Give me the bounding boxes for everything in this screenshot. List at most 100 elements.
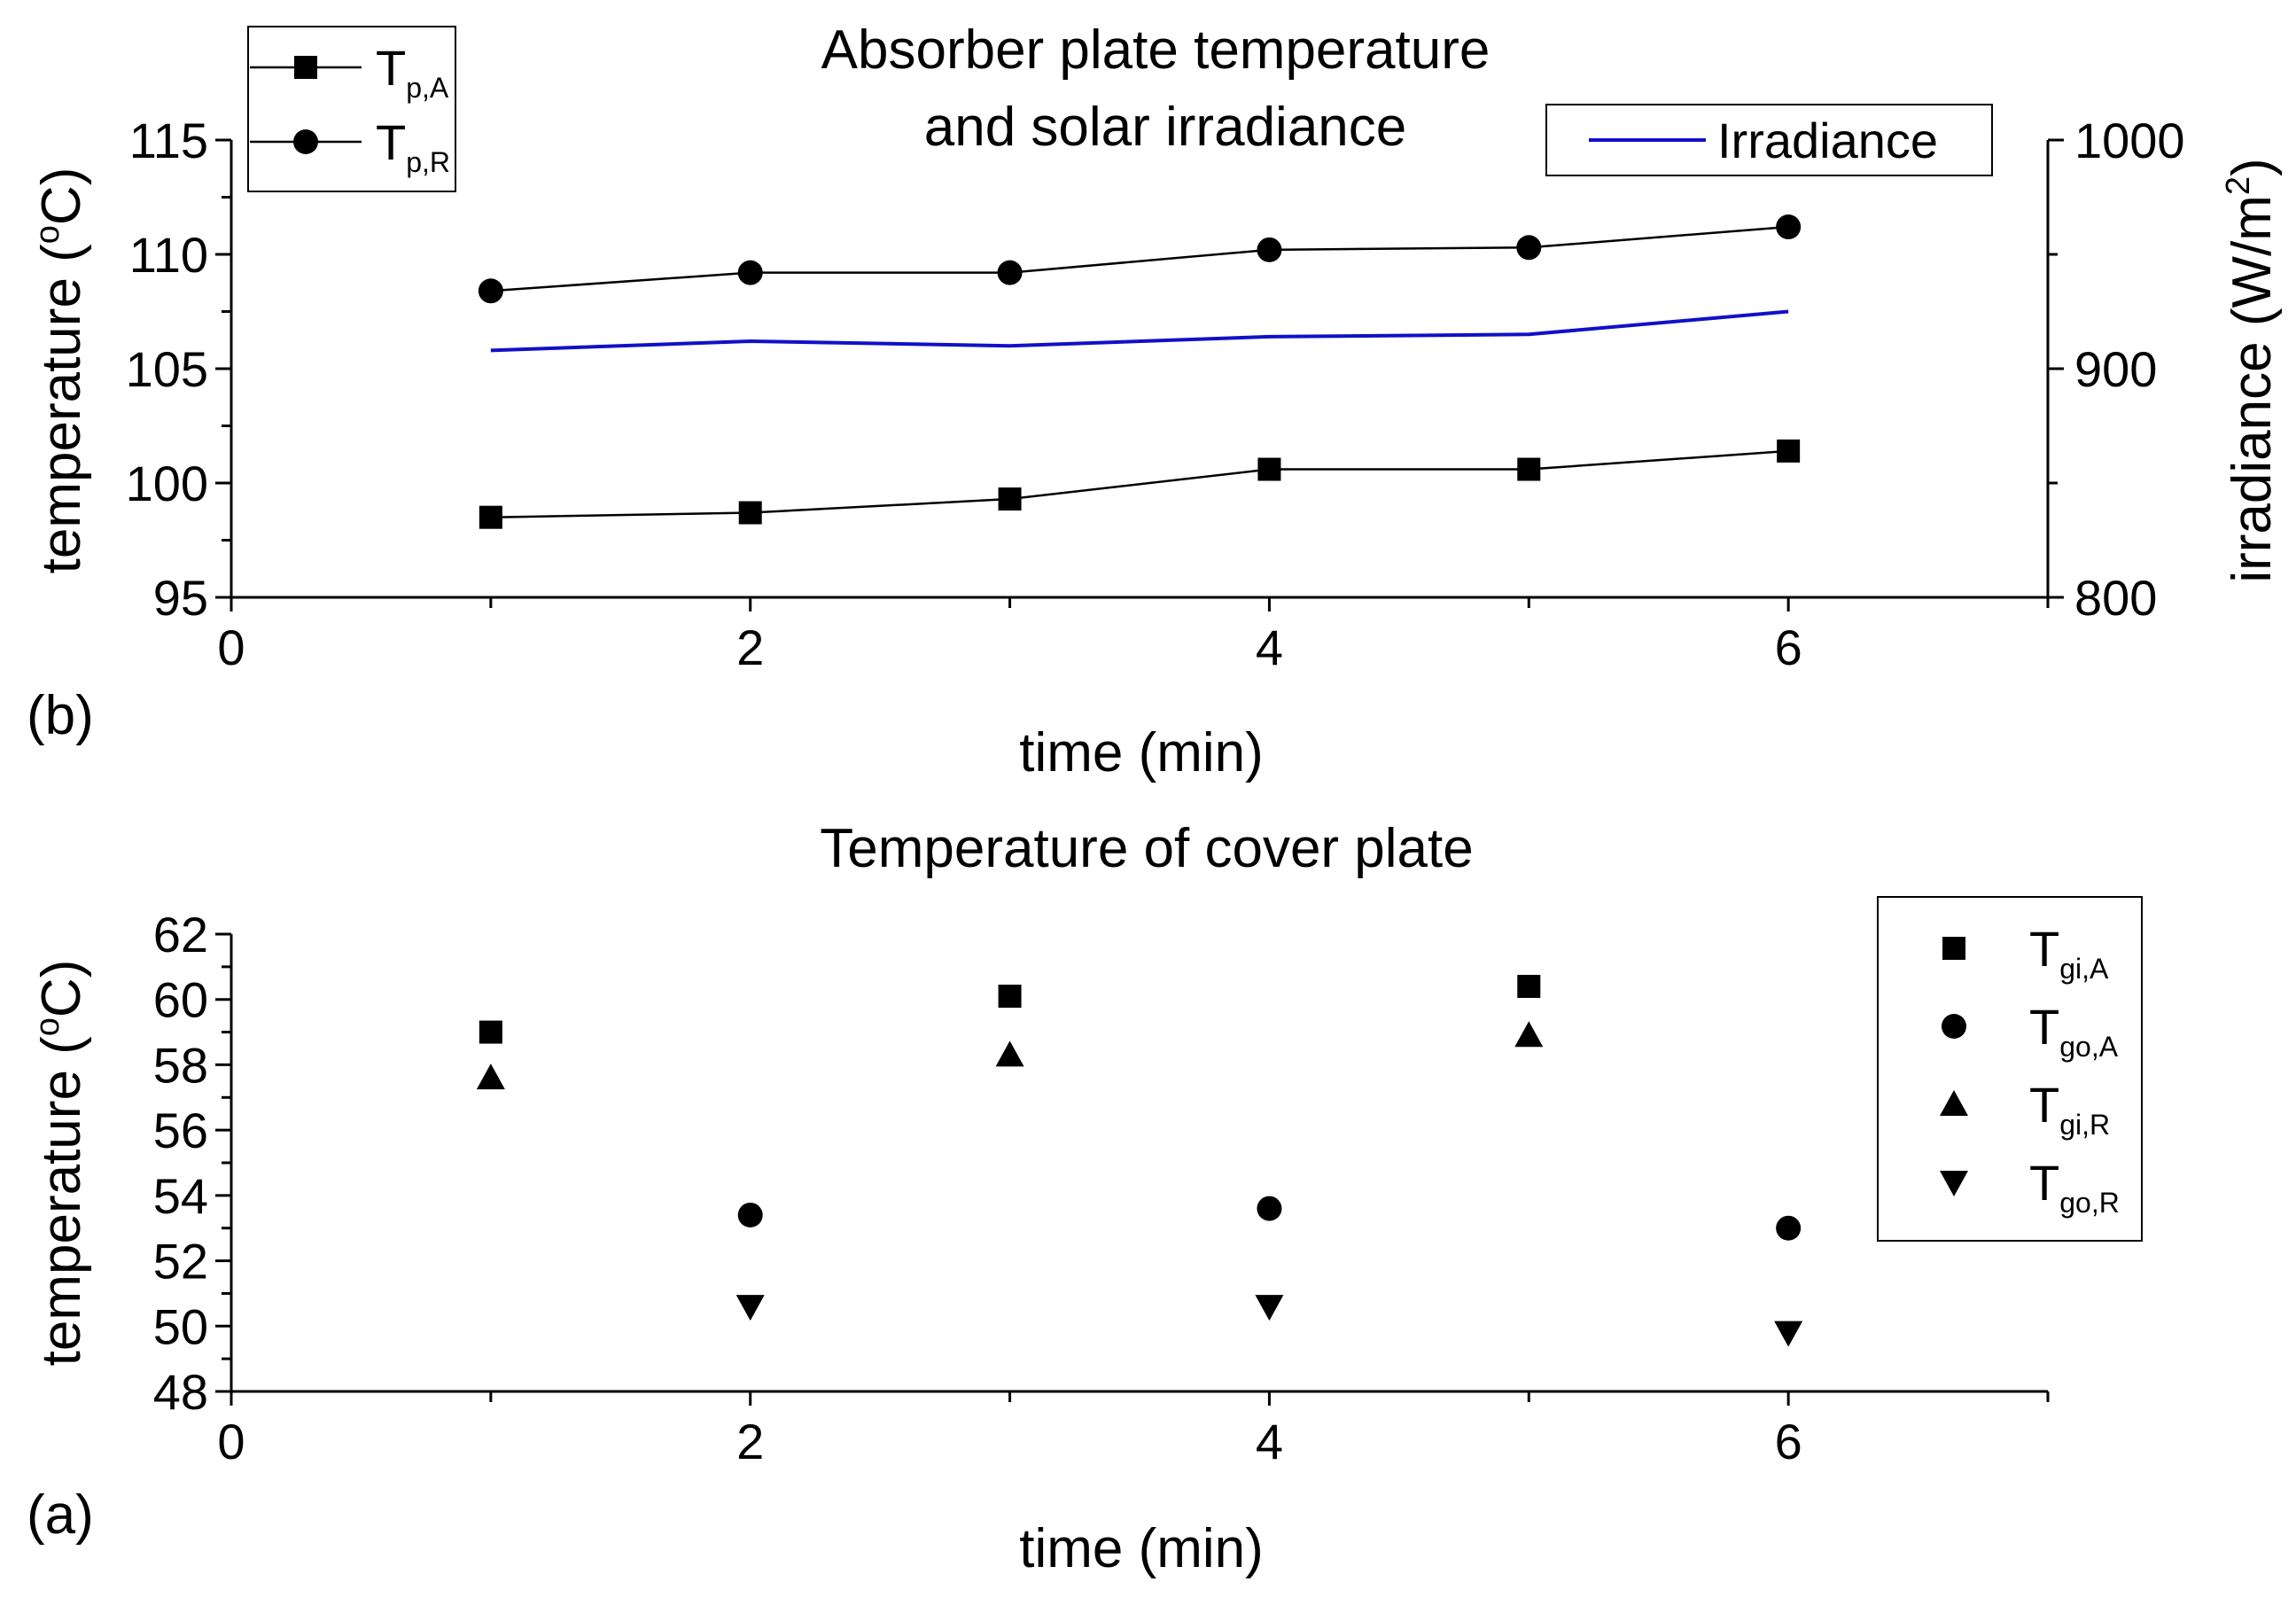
series-line-0 <box>490 449 1789 518</box>
legend-irradiance-label: Irradiance <box>1717 113 1938 168</box>
legend-marker-2 <box>1940 1090 1968 1116</box>
y-axis-label: temperature (oC) <box>29 168 92 574</box>
legend-left-box <box>247 26 456 192</box>
series-1-point <box>737 260 763 285</box>
legend-label-3: Tgo,R <box>2029 1155 2120 1219</box>
y-tick-label: 60 <box>153 972 208 1028</box>
series-0-point <box>738 501 762 525</box>
legend-label-2: Tgi,R <box>2029 1077 2110 1141</box>
legend-box <box>1877 896 2143 1242</box>
scatter-series-0-point <box>998 985 1022 1009</box>
chart-title-line-1: Absorber plate temperature <box>821 19 1490 81</box>
scatter-series-2-point <box>995 1040 1024 1067</box>
series-1-point <box>478 278 503 304</box>
y2-tick-label: 1000 <box>2074 113 2185 168</box>
x-tick-label: 6 <box>1775 1414 1802 1469</box>
legend-label-0: Tp,A <box>376 40 449 104</box>
series-0-point <box>1257 457 1281 481</box>
y-tick-label: 48 <box>153 1364 208 1420</box>
panel-b: 0 2 4 6 95 100 105 110 115 800 900 1000 Absorber pla… <box>27 19 2283 783</box>
x-tick-label: 2 <box>736 619 764 675</box>
y-tick-label: 62 <box>153 907 208 962</box>
series-0-point <box>1517 457 1541 481</box>
y2-axis-label-text: irradiance (W/m <box>2222 195 2283 583</box>
legend-marker-1 <box>1942 1014 1966 1039</box>
scatter-series-3-point <box>735 1295 765 1321</box>
legend-label-sub: go,A <box>2059 1031 2118 1063</box>
legend-label-0: Tgi,A <box>2029 921 2109 985</box>
scatter-series-1-point <box>737 1202 763 1227</box>
series-1-point <box>1516 235 1542 261</box>
y2-axis-label-unit: ) <box>2222 158 2283 176</box>
y-tick-label: 100 <box>126 456 208 511</box>
x-tick-label: 4 <box>1256 619 1283 675</box>
chart-title: Temperature of cover plate <box>820 818 1474 879</box>
scatter-series-3-point <box>1774 1321 1803 1347</box>
series-1-point <box>1776 214 1802 240</box>
y-axis-label-sup: o <box>29 225 66 244</box>
y-tick-label: 105 <box>126 341 208 397</box>
y2-tick-label: 900 <box>2074 341 2157 397</box>
legend-label-main: T <box>376 40 406 96</box>
y-axis-label: temperature (oC) <box>29 960 92 1367</box>
y-tick-label: 56 <box>153 1103 208 1158</box>
legend-marker-1 <box>293 129 318 154</box>
legend-label-main: T <box>2029 1077 2059 1133</box>
x-tick-label: 2 <box>736 1414 764 1469</box>
y-tick-label: 50 <box>153 1298 208 1354</box>
scatter-series-0-point <box>1517 974 1541 998</box>
y2-tick-label: 800 <box>2074 570 2157 626</box>
y-tick-label: 54 <box>153 1168 208 1224</box>
x-tick-label: 4 <box>1256 1414 1283 1469</box>
series-0-point <box>479 505 502 529</box>
series-1-point <box>1257 237 1282 262</box>
y-tick-label: 58 <box>153 1037 208 1093</box>
panel-label-a: (a) <box>27 1484 94 1546</box>
y2-axis-label: irradiance (W/m2) <box>2220 158 2283 582</box>
x-axis-label: time (min) <box>1019 722 1264 783</box>
y-axis-label-unit: C) <box>31 960 92 1017</box>
legend-label-main: T <box>376 114 406 170</box>
legend-label-sub: p,A <box>406 72 449 104</box>
legend-label-sub: go,R <box>2059 1187 2120 1219</box>
y-tick-label: 115 <box>129 113 208 168</box>
legend-label-1: Tp,R <box>376 114 450 178</box>
series-0-point <box>998 487 1022 511</box>
panel-label-b: (b) <box>27 685 94 746</box>
y-tick-label: 52 <box>153 1234 208 1290</box>
legend-label-sub: gi,R <box>2059 1109 2110 1141</box>
scatter-series-0-point <box>479 1020 502 1044</box>
x-axis-label: time (min) <box>1019 1518 1264 1579</box>
y-tick-label: 95 <box>153 570 208 626</box>
chart-title-line-2: and solar irradiance <box>924 97 1407 158</box>
y-tick-label: 110 <box>129 227 208 283</box>
legend-label-sub: gi,A <box>2059 953 2109 985</box>
legend-marker-0 <box>294 56 317 79</box>
scatter-series-2-point <box>1514 1021 1544 1048</box>
scatter-series-2-point <box>476 1064 505 1090</box>
legend-label-sub: p,R <box>406 146 450 178</box>
legend-marker-3 <box>1940 1171 1968 1196</box>
x-tick-label: 0 <box>217 619 245 675</box>
legend-label-1: Tgo,A <box>2029 999 2119 1063</box>
legend-label-main: T <box>2029 921 2059 977</box>
y-axis-label-sup: o <box>29 1017 66 1036</box>
series-0-point <box>1777 439 1801 463</box>
legend-label-main: T <box>2029 1155 2059 1211</box>
series-line-2 <box>490 309 1789 353</box>
y2-axis-label-sup: 2 <box>2220 176 2257 195</box>
y-axis-label-text: temperature ( <box>31 244 92 574</box>
legend-label-main: T <box>2029 999 2059 1055</box>
x-tick-label: 0 <box>217 1414 245 1469</box>
series-line-1 <box>490 225 1789 292</box>
legend-marker-0 <box>1942 937 1965 960</box>
scatter-series-1-point <box>1776 1215 1802 1241</box>
scatter-series-3-point <box>1255 1295 1284 1321</box>
y-axis-label-text: temperature ( <box>31 1036 92 1367</box>
x-tick-label: 6 <box>1775 619 1802 675</box>
scatter-series-1-point <box>1257 1196 1282 1221</box>
y-axis-label-unit: C) <box>31 168 92 225</box>
series-1-point <box>997 260 1023 285</box>
